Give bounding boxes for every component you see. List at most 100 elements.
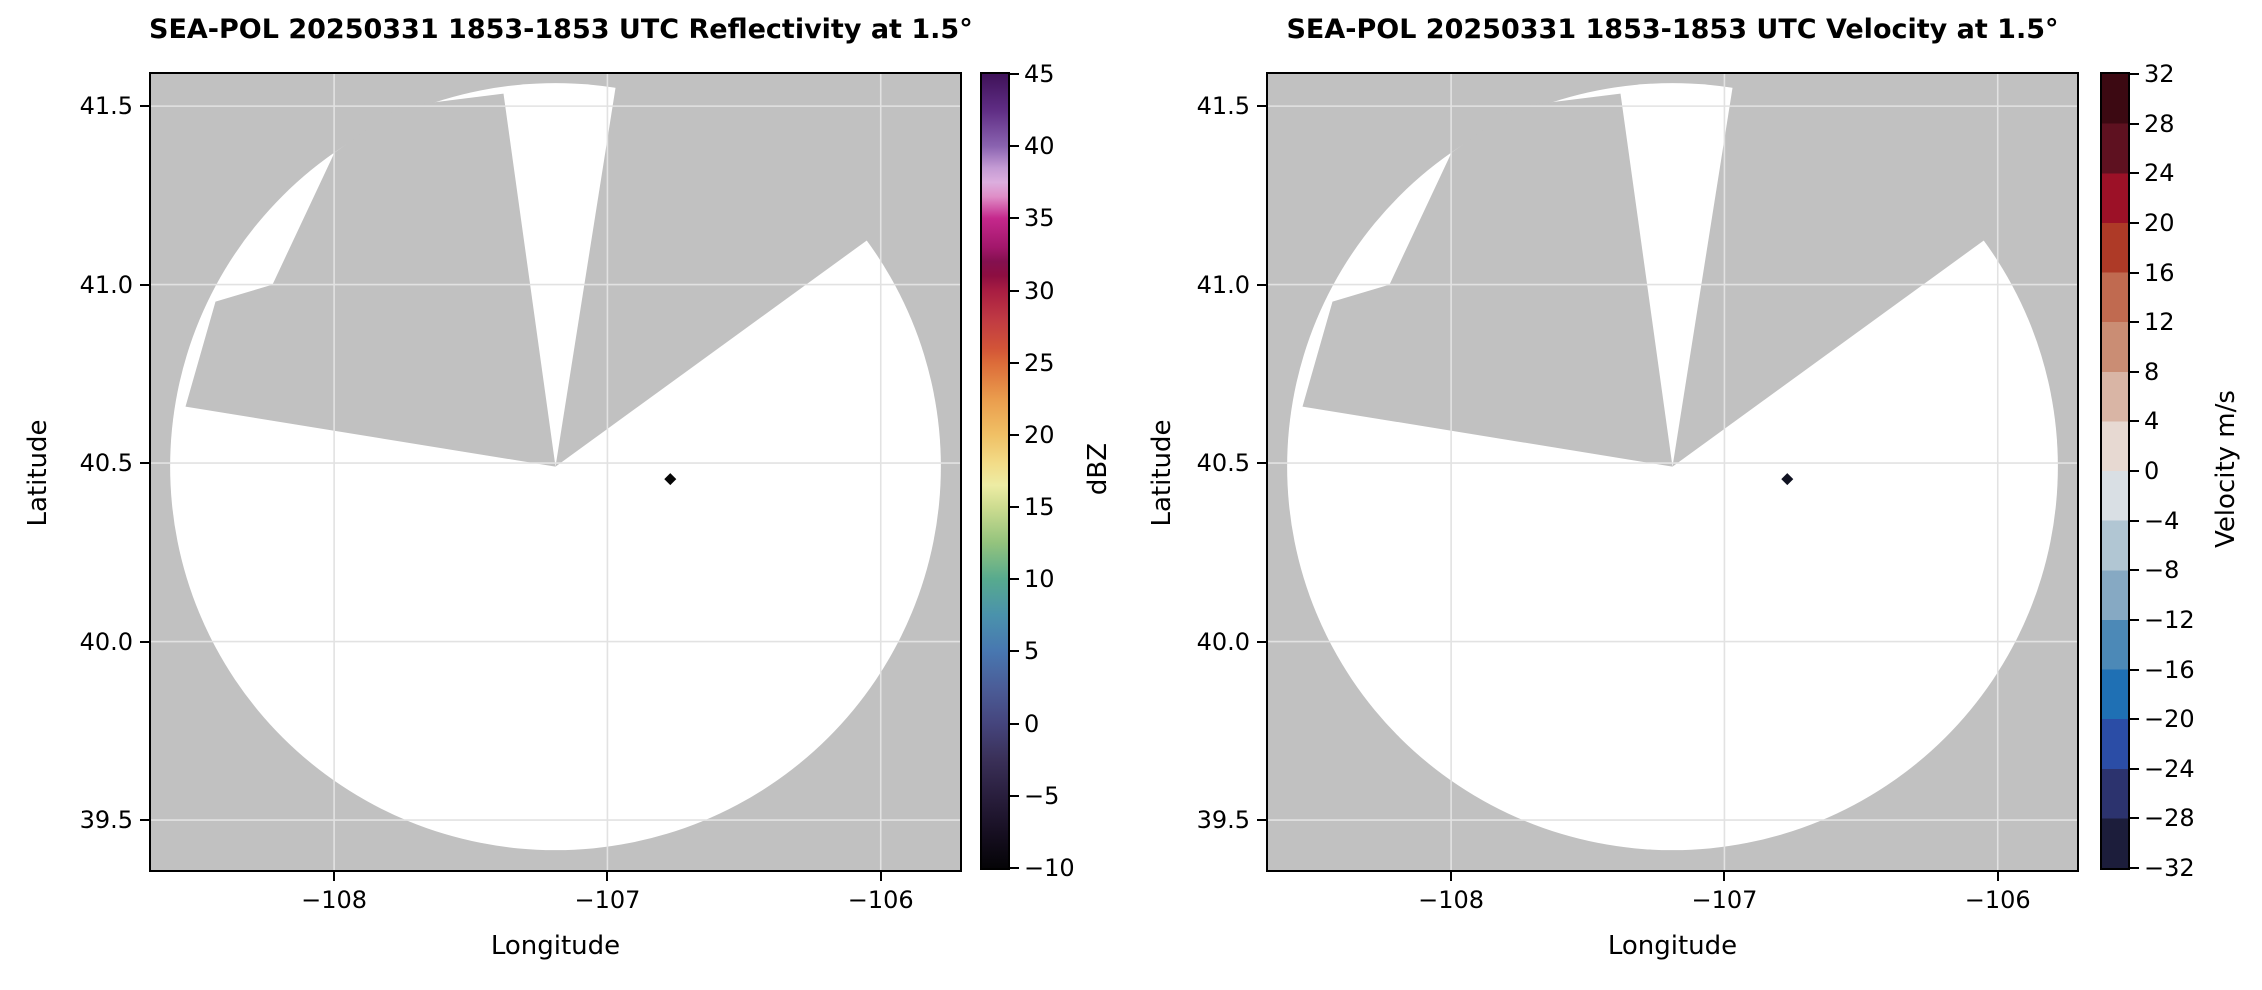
x-tick-mark xyxy=(879,872,882,881)
colorbar-tick-mark xyxy=(2130,569,2139,572)
colorbar-tick-mark xyxy=(1010,217,1019,220)
y-tick-label: 41.5 xyxy=(79,92,133,121)
x-tick-label: −107 xyxy=(1691,886,1758,914)
y-tick-mark xyxy=(1257,819,1266,822)
velocity-title: SEA-POL 20250331 1853-1853 UTC Velocity … xyxy=(1286,14,2059,45)
colorbar-tick-mark xyxy=(2130,867,2139,869)
y-tick-label: 41.0 xyxy=(1196,270,1250,299)
y-tick-label: 41.5 xyxy=(1196,92,1250,121)
colorbar-tick-label: 20 xyxy=(2144,208,2175,237)
reflectivity-x-axis-label: Longitude xyxy=(490,931,621,961)
y-tick-label: 40.5 xyxy=(1196,449,1250,478)
x-tick-label: −106 xyxy=(847,886,914,914)
colorbar-tick-label: 10 xyxy=(1024,565,1055,594)
colorbar-tick-mark xyxy=(1010,73,1019,75)
y-tick-label: 39.5 xyxy=(1196,806,1250,835)
colorbar-tick-mark xyxy=(2130,370,2139,373)
y-tick-label: 39.5 xyxy=(79,806,133,835)
no-data-wedge xyxy=(555,74,960,467)
colorbar-tick-mark xyxy=(1010,794,1019,797)
x-tick-mark xyxy=(333,872,336,881)
colorbar-tick-label: −5 xyxy=(1024,781,1060,810)
colorbar-tick-label: 28 xyxy=(2144,109,2175,138)
velocity-colorbar xyxy=(2100,72,2130,870)
colorbar-tick-mark xyxy=(2130,420,2139,423)
y-tick-mark xyxy=(140,819,149,822)
x-tick-mark xyxy=(1996,872,1999,881)
x-tick-label: −107 xyxy=(574,886,641,914)
colorbar-tick-mark xyxy=(1010,145,1019,148)
colorbar-tick-mark xyxy=(1010,722,1019,725)
colorbar-tick-label: −20 xyxy=(2144,705,2195,734)
colorbar-tick-mark xyxy=(2130,618,2139,621)
colorbar-tick-label: 24 xyxy=(2144,159,2175,188)
y-tick-label: 40.0 xyxy=(79,627,133,656)
colorbar-tick-mark xyxy=(2130,767,2139,770)
y-tick-mark xyxy=(140,283,149,286)
colorbar-tick-mark xyxy=(2130,172,2139,175)
colorbar-tick-label: −28 xyxy=(2144,804,2195,833)
y-tick-mark xyxy=(1257,640,1266,643)
colorbar-tick-mark xyxy=(2130,221,2139,224)
colorbar-tick-label: −4 xyxy=(2144,506,2180,535)
y-tick-mark xyxy=(1257,462,1266,465)
colorbar-tick-label: −10 xyxy=(1024,854,1075,882)
colorbar-tick-mark xyxy=(1010,361,1019,364)
colorbar-tick-mark xyxy=(1010,578,1019,581)
radar-scene xyxy=(1268,74,2077,870)
x-tick-mark xyxy=(1723,872,1726,881)
colorbar-tick-mark xyxy=(2130,122,2139,125)
colorbar-tick-label: −24 xyxy=(2144,754,2195,783)
velocity-plot-area xyxy=(1266,72,2079,872)
x-tick-mark xyxy=(1450,872,1453,881)
colorbar-tick-mark xyxy=(2130,817,2139,820)
colorbar-tick-mark xyxy=(2130,73,2139,75)
colorbar-tick-label: −16 xyxy=(2144,655,2195,684)
reflectivity-colorbar-label: dBZ xyxy=(1083,442,1113,496)
colorbar-tick-label: 16 xyxy=(2144,258,2175,287)
y-tick-label: 41.0 xyxy=(79,270,133,299)
y-tick-mark xyxy=(140,462,149,465)
colorbar-tick-label: 8 xyxy=(2144,357,2160,386)
colorbar-tick-mark xyxy=(2130,321,2139,324)
colorbar-tick-label: −12 xyxy=(2144,605,2195,634)
y-tick-mark xyxy=(140,640,149,643)
x-tick-label: −106 xyxy=(1964,886,2031,914)
colorbar-tick-label: 35 xyxy=(1024,204,1055,233)
colorbar-tick-label: 0 xyxy=(1024,709,1040,738)
velocity-x-axis-label: Longitude xyxy=(1607,931,1738,961)
reflectivity-plot-area xyxy=(149,72,962,872)
x-tick-label: −108 xyxy=(1418,886,1485,914)
blocked-sector-region xyxy=(185,93,556,467)
echo-marker xyxy=(664,473,677,486)
colorbar-tick-mark xyxy=(2130,668,2139,671)
colorbar-tick-label: −32 xyxy=(2144,854,2195,882)
colorbar-tick-label: 20 xyxy=(1024,420,1055,449)
colorbar-tick-mark xyxy=(1010,506,1019,509)
colorbar-tick-label: 12 xyxy=(2144,308,2175,337)
colorbar-tick-mark xyxy=(1010,650,1019,653)
colorbar-tick-label: 5 xyxy=(1024,637,1040,666)
colorbar-tick-mark xyxy=(2130,470,2139,472)
y-tick-mark xyxy=(1257,283,1266,286)
colorbar-tick-label: 4 xyxy=(2144,407,2160,436)
x-tick-mark xyxy=(606,872,609,881)
colorbar-tick-mark xyxy=(2130,271,2139,274)
y-tick-mark xyxy=(140,105,149,108)
colorbar-tick-mark xyxy=(2130,519,2139,522)
colorbar-tick-mark xyxy=(2130,718,2139,721)
colorbar-tick-label: 30 xyxy=(1024,276,1055,305)
reflectivity-title: SEA-POL 20250331 1853-1853 UTC Reflectiv… xyxy=(149,14,973,45)
y-tick-label: 40.0 xyxy=(1196,627,1250,656)
no-data-wedge xyxy=(1672,74,2077,467)
blocked-sector-region xyxy=(1302,93,1673,467)
colorbar-tick-label: 45 xyxy=(1024,60,1055,88)
colorbar-tick-label: 0 xyxy=(2144,457,2160,485)
colorbar-tick-label: 32 xyxy=(2144,60,2175,88)
x-tick-label: −108 xyxy=(301,886,368,914)
colorbar-tick-mark xyxy=(1010,289,1019,292)
radar-scene xyxy=(151,74,960,870)
colorbar-tick-label: −8 xyxy=(2144,556,2180,585)
y-tick-label: 40.5 xyxy=(79,449,133,478)
